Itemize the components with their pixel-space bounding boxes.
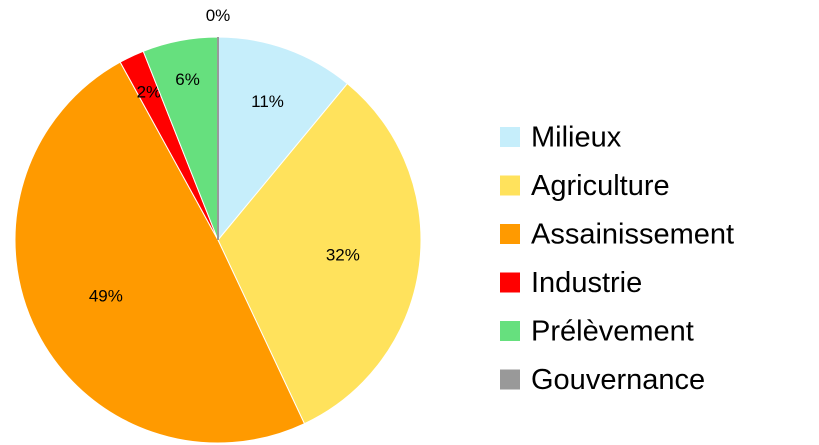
legend-swatch <box>500 127 520 147</box>
data-label: 6% <box>175 70 200 89</box>
legend-label: Prélèvement <box>531 316 694 348</box>
pie-slice <box>14 61 306 444</box>
legend-swatch <box>500 175 520 196</box>
data-label: 2% <box>137 83 162 102</box>
data-label: 32% <box>326 245 360 264</box>
legend-label: Industrie <box>531 267 642 299</box>
data-label: 49% <box>89 287 123 306</box>
legend-label: Agriculture <box>531 170 670 202</box>
legend-label: Milieux <box>531 122 622 154</box>
legend-label: Assainissement <box>531 219 734 251</box>
legend-swatch <box>500 224 520 244</box>
pie-slice <box>217 36 349 242</box>
pie-slice <box>217 82 422 425</box>
legend-swatch <box>500 369 520 390</box>
legend-swatch <box>500 272 520 293</box>
legend-label: Gouvernance <box>531 364 705 396</box>
data-label: 11% <box>251 92 284 111</box>
data-label: 0% <box>206 6 231 25</box>
legend-swatch <box>500 321 520 341</box>
